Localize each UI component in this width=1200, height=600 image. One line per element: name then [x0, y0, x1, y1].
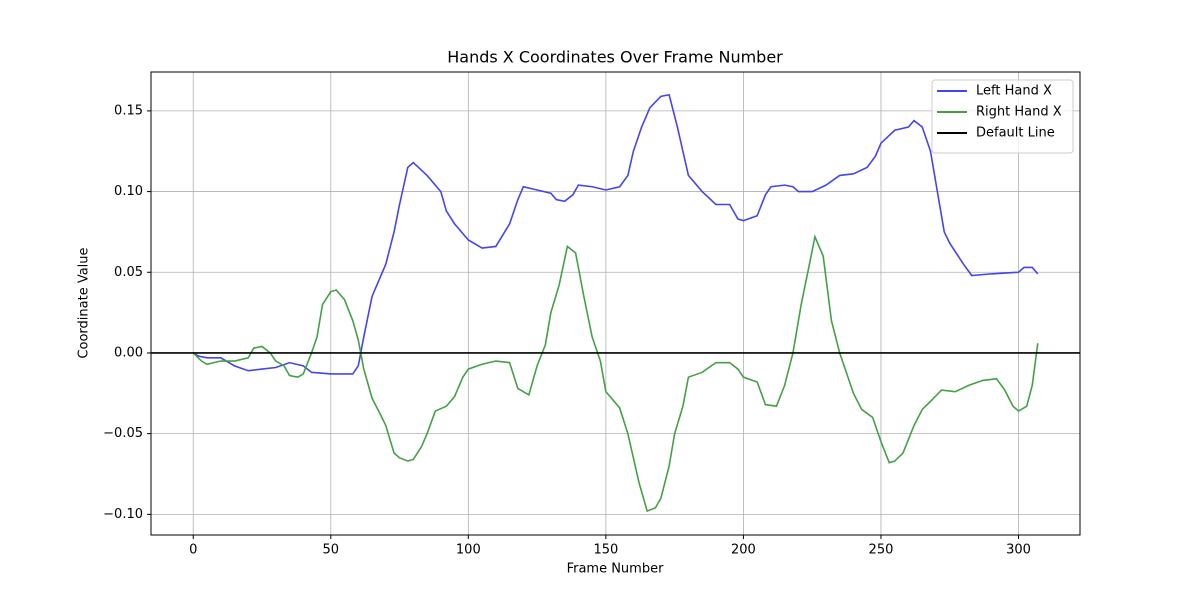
x-tick-label: 150 — [593, 543, 618, 558]
y-tick-label: 0.05 — [114, 265, 143, 280]
x-tick-label: 50 — [323, 543, 340, 558]
y-axis-label: Coordinate Value — [77, 247, 92, 358]
x-tick-label: 100 — [456, 543, 481, 558]
chart-title: Hands X Coordinates Over Frame Number — [447, 48, 783, 67]
x-axis-label: Frame Number — [567, 562, 665, 577]
data-line — [192, 93, 1039, 375]
legend-label: Right Hand X — [976, 105, 1062, 120]
x-tick-label: 250 — [869, 543, 894, 558]
x-tick-label: 200 — [731, 543, 756, 558]
y-tick-label: 0.15 — [114, 103, 143, 118]
y-tick-label: −0.05 — [103, 426, 143, 441]
y-tick-label: 0.10 — [114, 184, 143, 199]
legend-label: Left Hand X — [976, 84, 1052, 99]
plot-frame — [150, 71, 1081, 536]
x-tick-label: 0 — [189, 543, 197, 558]
y-tick-label: 0.00 — [114, 345, 143, 360]
legend-box — [931, 79, 1074, 154]
x-tick-label: 300 — [1006, 543, 1031, 558]
y-tick-label: −0.10 — [103, 507, 143, 522]
data-line — [192, 234, 1039, 513]
legend-label: Default Line — [976, 126, 1055, 141]
